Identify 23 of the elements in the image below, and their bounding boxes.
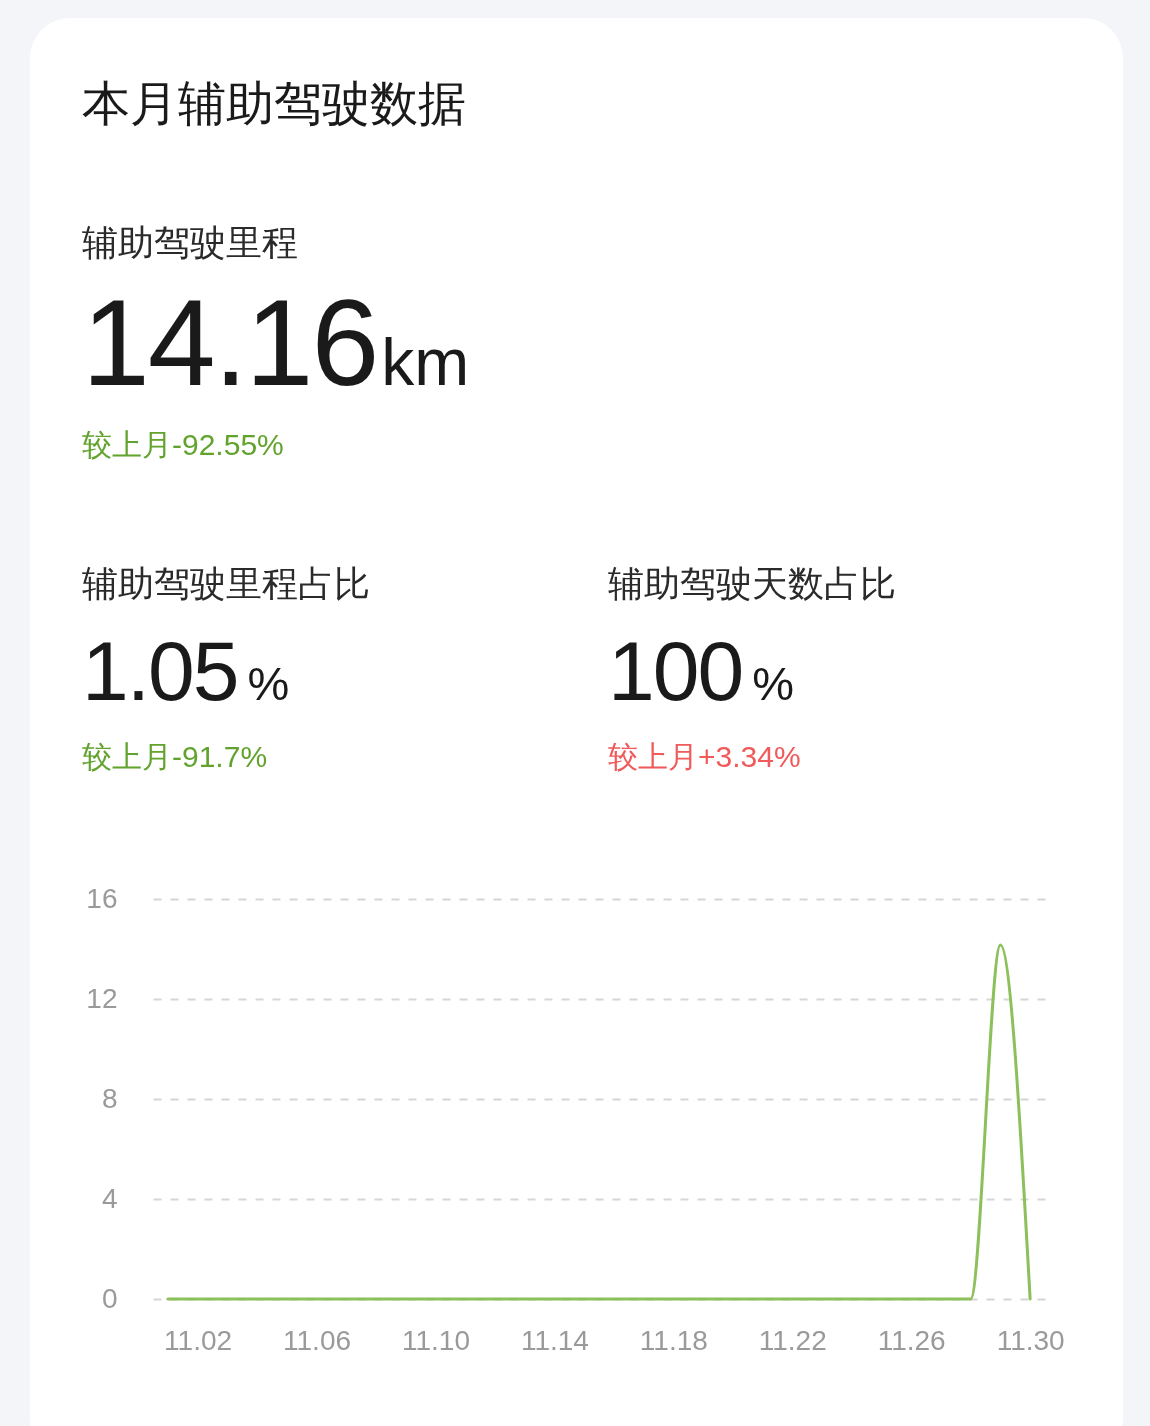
- y-tick-label: 0: [101, 1282, 118, 1314]
- text: 1.05%: [82, 624, 290, 718]
- y-tick-label: 12: [86, 982, 118, 1014]
- text: 较上月-91.7%: [82, 740, 268, 773]
- x-tick-label: 11.14: [520, 1324, 589, 1356]
- text: 辅助驾驶里程占比: [82, 563, 370, 604]
- text: 辅助驾驶里程: [82, 222, 298, 263]
- x-tick-label: 11.26: [877, 1324, 946, 1356]
- text: 较上月+3.34%: [608, 740, 801, 773]
- x-tick-label: 11.22: [758, 1324, 827, 1356]
- text: 较上月-92.55%: [82, 428, 284, 461]
- chart-title: 本月辅助驾驶数据: [82, 77, 466, 130]
- x-tick-label: 11.02: [164, 1324, 233, 1356]
- x-tick-label: 11.30: [996, 1324, 1065, 1356]
- y-tick-label: 16: [86, 882, 118, 914]
- y-tick-label: 4: [101, 1182, 118, 1214]
- y-tick-label: 8: [101, 1082, 118, 1114]
- text: 14.16km: [82, 275, 470, 411]
- x-tick-label: 11.18: [639, 1324, 708, 1356]
- text: 100%: [608, 624, 794, 718]
- text: 辅助驾驶天数占比: [608, 563, 896, 604]
- x-tick-label: 11.10: [401, 1324, 470, 1356]
- x-tick-label: 11.06: [283, 1324, 352, 1356]
